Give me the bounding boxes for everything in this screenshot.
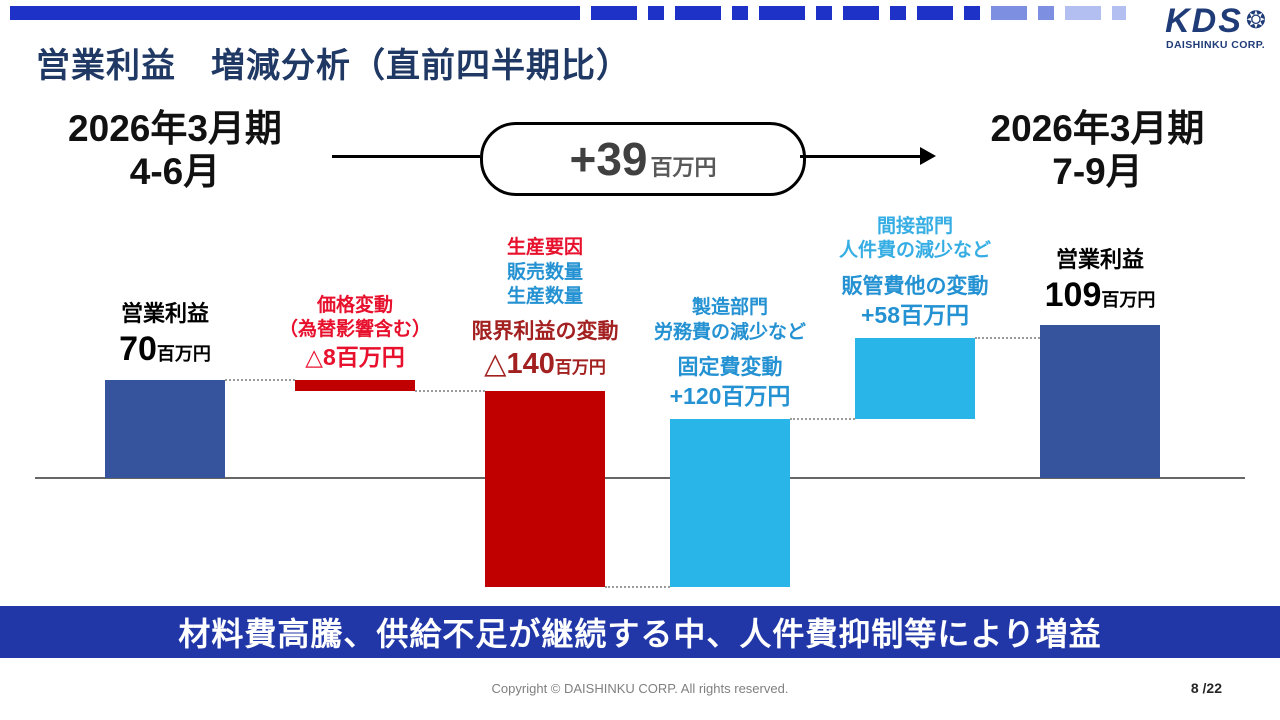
delta-capsule: +39 百万円 bbox=[480, 122, 806, 196]
top-bar-segment bbox=[732, 6, 748, 20]
waterfall-connector bbox=[790, 418, 855, 421]
waterfall-connector bbox=[225, 379, 295, 381]
top-bar-segment bbox=[816, 6, 832, 20]
bar-label-line: （為替影響含む） bbox=[278, 319, 431, 341]
top-bar-segment bbox=[1065, 6, 1101, 20]
waterfall-connector bbox=[975, 337, 1040, 339]
bar-label-price-change: 価格変動 （為替影響含む） △8百万円 bbox=[237, 294, 473, 372]
period-label-right: 2026年3月期 7-9月 bbox=[950, 108, 1245, 193]
bar-value: △140 bbox=[484, 348, 555, 381]
top-bar-segment bbox=[1038, 6, 1054, 20]
bar-label-line: 生産数量 bbox=[506, 285, 583, 307]
page-title: 営業利益 増減分析（直前四半期比） bbox=[36, 47, 631, 85]
top-bar-segment bbox=[991, 6, 1027, 20]
chart-baseline bbox=[35, 477, 1245, 479]
bar-label-line: △140百万円 bbox=[427, 346, 663, 383]
bar-value-unit: 百万円 bbox=[554, 358, 606, 378]
bar-label-line: 限界利益の変動 bbox=[471, 320, 619, 344]
kds-logo-company: DAISHINKU CORP. bbox=[1165, 39, 1266, 51]
kds-logo: KDS ❂ DAISHINKU CORP. bbox=[1165, 4, 1266, 51]
top-bar-segment bbox=[843, 6, 879, 20]
top-bar-segment bbox=[1112, 6, 1126, 20]
bar-label-line: 価格変動 bbox=[316, 294, 393, 316]
top-bar-segment bbox=[10, 6, 580, 20]
bar-label-sga-other-change: 間接部門 人件費の減少など 販管費他の変動 +58百万円 bbox=[797, 215, 1033, 330]
bar-label-fixed-cost-change: 製造部門 労務費の減少など 固定費変動 +120百万円 bbox=[612, 296, 848, 411]
kds-logo-text: KDS bbox=[1165, 2, 1243, 40]
bar-label-line: 営業利益 bbox=[120, 301, 209, 327]
period-right-line1: 2026年3月期 bbox=[990, 108, 1205, 149]
waterfall-bar-price-change bbox=[295, 380, 415, 392]
highlight-banner: 材料費高騰、供給不足が継続する中、人件費抑制等により増益 bbox=[0, 606, 1280, 658]
bar-value: 109 bbox=[1044, 275, 1102, 314]
period-left-line2: 4-6月 bbox=[129, 150, 221, 192]
bar-label-line: 固定費変動 bbox=[677, 355, 783, 379]
top-bar-segment bbox=[591, 6, 637, 20]
bar-value-unit: 百万円 bbox=[1101, 289, 1156, 310]
bar-label-line: 製造部門 bbox=[691, 297, 768, 319]
top-bar-segment bbox=[964, 6, 980, 20]
top-bar-segment bbox=[759, 6, 805, 20]
period-left-line1: 2026年3月期 bbox=[68, 108, 282, 149]
bar-label-line: 販管費他の変動 bbox=[841, 274, 989, 298]
period-label-left: 2026年3月期 4-6月 bbox=[30, 108, 320, 193]
top-bar-segment bbox=[917, 6, 953, 20]
bar-label-line: 間接部門 bbox=[876, 216, 953, 238]
bar-label-line: 70百万円 bbox=[47, 328, 283, 372]
page-number: 8 /22 bbox=[1190, 680, 1222, 696]
bar-value: 70 bbox=[119, 330, 157, 369]
waterfall-bar-fixed-cost-change bbox=[670, 419, 790, 588]
kds-logo-row: KDS ❂ bbox=[1165, 4, 1266, 38]
waterfall-bar-sga-other-change bbox=[855, 338, 975, 420]
period-right-line2: 7-9月 bbox=[1052, 150, 1143, 192]
bar-label-line: △8百万円 bbox=[305, 343, 405, 370]
bar-label-line: 営業利益 bbox=[1055, 246, 1144, 272]
bar-label-marginal-profit-change: 生産要因 販売数量 生産数量 限界利益の変動 △140百万円 bbox=[427, 236, 663, 383]
kds-emblem-icon: ❂ bbox=[1245, 7, 1266, 34]
bar-label-line: 生産要因 bbox=[506, 237, 583, 259]
top-bar-segment bbox=[675, 6, 721, 20]
highlight-banner-text: 材料費高騰、供給不足が継続する中、人件費抑制等により増益 bbox=[178, 616, 1102, 652]
arrow-head-icon bbox=[920, 147, 936, 165]
bar-value-unit: 百万円 bbox=[156, 344, 211, 365]
waterfall-bar-op-start bbox=[105, 380, 225, 478]
bar-label-line: +58百万円 bbox=[860, 301, 969, 328]
waterfall-connector bbox=[605, 586, 670, 589]
arrow-line-right bbox=[800, 155, 922, 158]
bar-label-op-start: 営業利益 70百万円 bbox=[47, 300, 283, 372]
bar-label-line: 人件費の減少など bbox=[838, 240, 991, 262]
bar-label-line: 109百万円 bbox=[982, 274, 1218, 318]
bar-label-op-end: 営業利益 109百万円 bbox=[982, 246, 1218, 318]
bar-label-line: 労務費の減少など bbox=[653, 321, 806, 343]
delta-value: +39 bbox=[569, 133, 648, 185]
waterfall-connector bbox=[415, 390, 485, 393]
footer-copyright: Copyright © DAISHINKU CORP. All rights r… bbox=[491, 681, 789, 696]
waterfall-bar-marginal-profit-change bbox=[485, 391, 605, 588]
top-bar-segment bbox=[890, 6, 906, 20]
top-decoration bbox=[10, 6, 1126, 20]
top-bar-segment bbox=[648, 6, 664, 20]
delta-unit: 百万円 bbox=[650, 155, 717, 180]
bar-label-line: 販売数量 bbox=[506, 261, 583, 283]
bar-label-line: +120百万円 bbox=[669, 382, 791, 409]
delta-capsule-text: +39 百万円 bbox=[569, 132, 716, 186]
waterfall-bar-op-end bbox=[1040, 325, 1160, 478]
arrow-line-left bbox=[332, 155, 480, 158]
